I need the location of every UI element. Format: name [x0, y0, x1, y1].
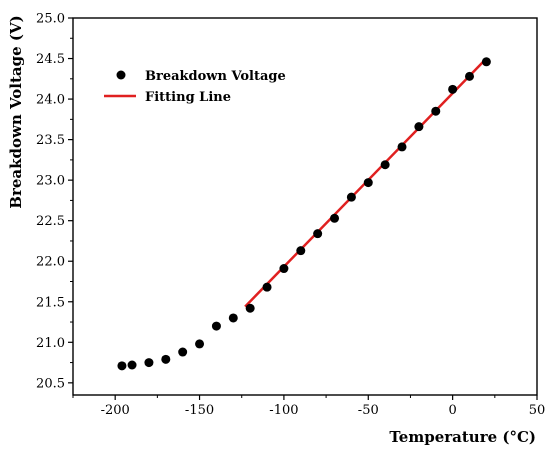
y-tick-label: 23.5: [36, 133, 65, 148]
x-tick-label: 50: [529, 403, 546, 418]
x-tick-label: -200: [101, 403, 130, 418]
data-point: [144, 358, 154, 368]
data-point: [262, 282, 272, 292]
legend-label-fitting-line: Fitting Line: [145, 90, 231, 105]
data-point: [161, 354, 171, 364]
data-point: [363, 178, 373, 188]
data-point: [211, 321, 221, 331]
data-point: [330, 213, 340, 223]
data-point: [465, 71, 475, 81]
x-tick-label: -150: [185, 403, 214, 418]
y-tick-label: 21.0: [36, 336, 65, 351]
data-point: [431, 106, 441, 116]
data-point: [414, 122, 424, 132]
y-tick-label: 25.0: [36, 12, 65, 27]
data-point: [117, 361, 127, 371]
x-tick-label: 0: [448, 403, 456, 418]
y-tick-label: 23.0: [36, 174, 65, 189]
data-point: [228, 313, 238, 323]
data-point: [127, 360, 137, 370]
data-point: [448, 84, 458, 94]
y-tick-label: 22.5: [36, 214, 65, 229]
data-point: [397, 142, 407, 152]
data-point: [279, 264, 289, 274]
y-axis-label: Breakdown Voltage (V): [7, 15, 25, 208]
data-point: [195, 339, 205, 349]
y-tick-label: 24.0: [36, 93, 65, 108]
data-point: [296, 246, 306, 256]
data-point: [245, 303, 255, 313]
data-point: [346, 192, 356, 202]
axis-tick-labels: -200 -150 -100 -50 0 50 20.5 21.0 21.5 22.0 22.5 23…: [36, 12, 545, 419]
plot-frame: [72, 17, 538, 396]
data-point: [313, 229, 323, 239]
breakdown-voltage-series: [117, 57, 491, 371]
y-tick-label: 22.0: [36, 255, 65, 270]
y-tick-label: 20.5: [36, 376, 65, 391]
data-point: [380, 160, 390, 170]
x-tick-label: -50: [358, 403, 379, 418]
legend-label-breakdown-voltage: Breakdown Voltage: [145, 69, 286, 84]
legend: Breakdown Voltage Fitting Line: [104, 69, 286, 105]
data-point: [178, 347, 188, 357]
y-tick-label: 24.5: [36, 52, 65, 67]
y-tick-label: 21.5: [36, 295, 65, 310]
data-point: [481, 57, 491, 67]
x-axis-label: Temperature (°C): [389, 428, 536, 446]
legend-marker-breakdown-voltage: [116, 70, 126, 80]
x-tick-label: -100: [269, 403, 298, 418]
